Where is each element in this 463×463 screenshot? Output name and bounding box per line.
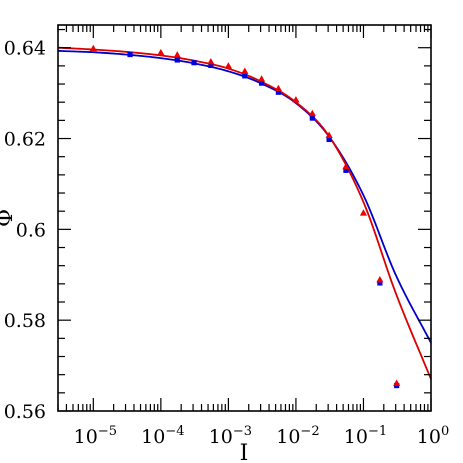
y-tick-label: 0.56 <box>4 401 46 423</box>
y-tick-label: 0.62 <box>4 129 46 151</box>
markers-layer <box>89 44 401 389</box>
x-tick-label: 10−4 <box>141 424 184 448</box>
square-marker <box>377 280 383 286</box>
triangle-marker <box>393 379 401 386</box>
square-marker <box>191 60 197 66</box>
triangle-marker <box>89 44 97 52</box>
square-marker <box>208 62 214 69</box>
triangle-marker <box>207 57 215 65</box>
square-marker <box>174 57 180 63</box>
y-tick-label: 0.64 <box>4 38 46 60</box>
x-tick-label: 10−2 <box>276 424 319 448</box>
plot-frame <box>57 24 432 412</box>
square-marker <box>242 73 248 79</box>
triangle-marker <box>157 48 165 56</box>
triangle-marker <box>241 67 249 74</box>
triangle-marker <box>292 96 300 103</box>
fit-curve-2 <box>57 46 432 380</box>
triangle-marker <box>257 75 266 82</box>
y-tick-label: 0.6 <box>16 219 46 241</box>
y-tick-label: 0.58 <box>4 310 46 332</box>
square-marker <box>275 89 281 95</box>
square-marker <box>343 167 349 173</box>
x-tick-label: 100 <box>417 424 449 448</box>
triangle-marker <box>308 109 316 117</box>
triangle-marker <box>376 275 384 283</box>
square-marker <box>309 115 315 121</box>
x-tick-label: 10−1 <box>344 424 387 448</box>
triangle-marker <box>224 62 232 69</box>
x-axis-title: I <box>240 441 249 463</box>
square-marker <box>127 51 133 58</box>
y-axis-title: Φ <box>0 209 18 227</box>
x-tick-label: 10−5 <box>74 424 117 448</box>
labels-layer: 10−5 10−4 10−3 10−2 10−1 100 0.56 0.58 0.6 0.62 0.… <box>4 38 450 448</box>
x-tick-label: 10−3 <box>209 424 252 448</box>
triangle-marker <box>325 131 333 138</box>
triangle-marker <box>173 51 181 58</box>
fit-curve-1 <box>57 49 432 344</box>
ticks-layer <box>57 25 432 412</box>
curves-layer <box>57 46 432 380</box>
triangle-marker <box>359 209 368 216</box>
triangle-marker <box>342 162 350 170</box>
square-marker <box>326 136 332 143</box>
square-marker <box>258 80 265 86</box>
triangle-marker <box>274 84 282 92</box>
